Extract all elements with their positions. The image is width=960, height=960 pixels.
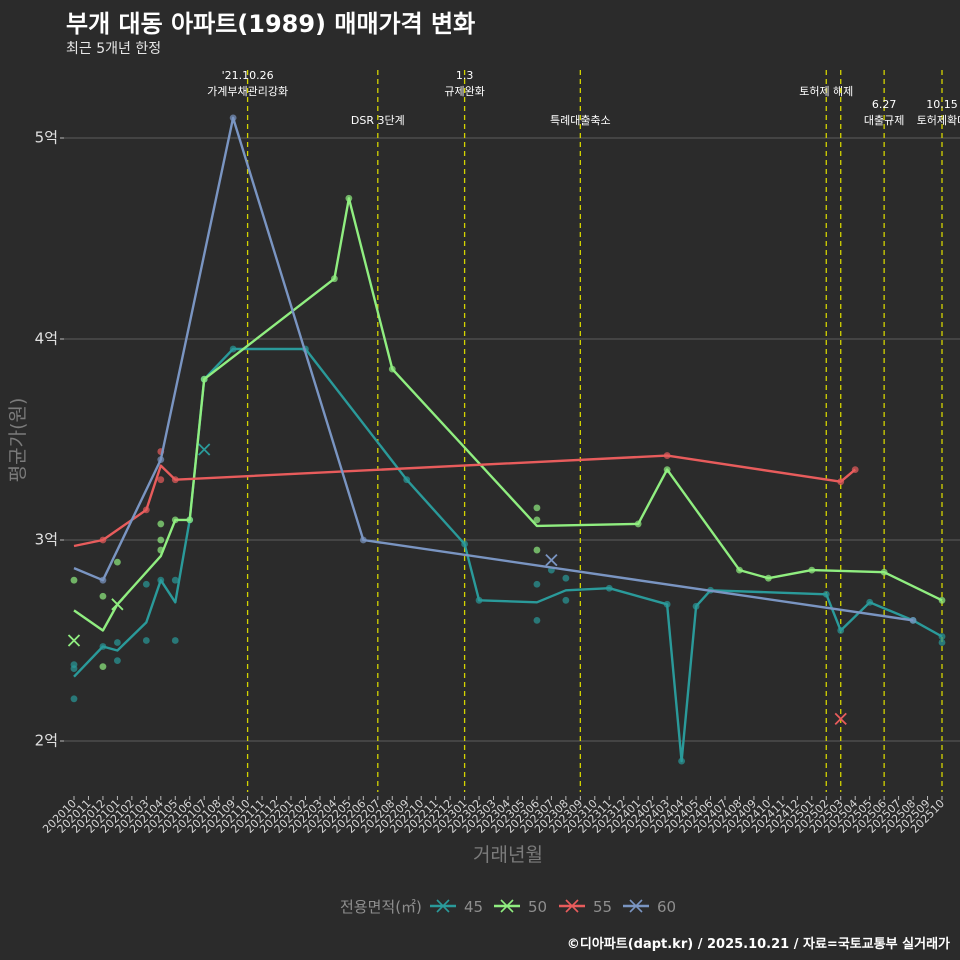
data-point [114, 558, 121, 566]
data-point [533, 617, 541, 624]
policy-event-label: 대출규제 [864, 114, 904, 127]
cancelled-trade-marker [198, 443, 211, 456]
policy-event-label: 10.15 [926, 98, 958, 111]
chart-subtitle: 최근 5개년 한정 [66, 41, 162, 57]
x-axis-ticks: 2020102020112020122021012021022021032021… [40, 796, 947, 836]
policy-event-label: DSR 3단계 [351, 114, 405, 127]
data-point [70, 665, 78, 673]
legend-label: 55 [593, 898, 612, 916]
data-point [171, 576, 179, 584]
series-line [73, 116, 914, 622]
legend-label: 60 [657, 898, 676, 916]
y-axis-ticks: 2억 3억 4억 5억 [35, 129, 64, 750]
data-series [67, 114, 946, 765]
series-line [73, 347, 943, 763]
y-tick-label: 2억 [35, 732, 58, 750]
data-point [562, 596, 570, 604]
legend-item-55: 55 [559, 898, 612, 916]
chart-title: 부개 대동 아파트(1989) 매매가격 변화 [66, 10, 476, 38]
cancelled-trade-marker [67, 634, 81, 647]
data-point [938, 639, 946, 646]
legend: 전용면적(㎡) 45 50 55 60 [340, 898, 676, 916]
policy-event-label: 1.3 [456, 69, 474, 82]
data-point [70, 695, 78, 703]
y-tick-label: 4억 [35, 330, 58, 348]
legend-item-45: 45 [430, 898, 483, 916]
data-point [562, 574, 570, 582]
policy-event-label: 토허제확대 [917, 114, 960, 127]
data-point [157, 536, 165, 544]
data-point [533, 580, 541, 588]
legend-title: 전용면적(㎡) [340, 898, 422, 916]
policy-event-label: '21.10.26 [222, 69, 274, 82]
cancelled-trade-marker [834, 712, 847, 726]
data-point [533, 516, 541, 524]
policy-event-label: 토허제 해제 [799, 84, 853, 98]
legend-label: 45 [464, 898, 483, 916]
policy-event-label: 규제완화 [444, 85, 484, 98]
data-point [157, 520, 165, 528]
series-60 [73, 114, 917, 624]
legend-swatch-cross [565, 899, 579, 913]
data-point [114, 657, 121, 664]
legend-swatch-cross [436, 899, 450, 913]
data-point [157, 476, 165, 484]
y-tick-label: 5억 [35, 129, 58, 147]
x-axis-title: 거래년월 [473, 844, 543, 866]
legend-item-60: 60 [623, 898, 676, 916]
data-point [533, 504, 541, 512]
data-point [142, 580, 150, 588]
data-point [99, 663, 107, 671]
legend-label: 50 [528, 898, 547, 916]
data-point [99, 592, 107, 600]
data-point [70, 576, 78, 584]
legend-swatch-cross [629, 899, 643, 913]
series-line [73, 454, 856, 548]
source-caption: ©디아파트(dapt.kr) / 2025.10.21 / 자료=국토교통부 실… [566, 937, 950, 952]
grid-lines [64, 137, 960, 742]
cancelled-trade-marker [111, 598, 124, 611]
y-tick-label: 3억 [35, 531, 58, 549]
data-point [533, 546, 541, 554]
data-point [171, 637, 179, 644]
data-point [142, 637, 150, 644]
y-axis-title: 평균가(원) [7, 398, 29, 483]
cancelled-trade-marker [545, 553, 558, 567]
legend-item-50: 50 [494, 898, 547, 916]
series-line [73, 197, 943, 632]
data-point [114, 639, 121, 646]
policy-event-label: 특례대출축소 [550, 114, 611, 127]
legend-swatch-cross [500, 899, 514, 913]
policy-event-label: 가계부채관리강화 [207, 85, 288, 98]
policy-event-label: 6.27 [872, 98, 897, 111]
series-50 [67, 194, 946, 671]
